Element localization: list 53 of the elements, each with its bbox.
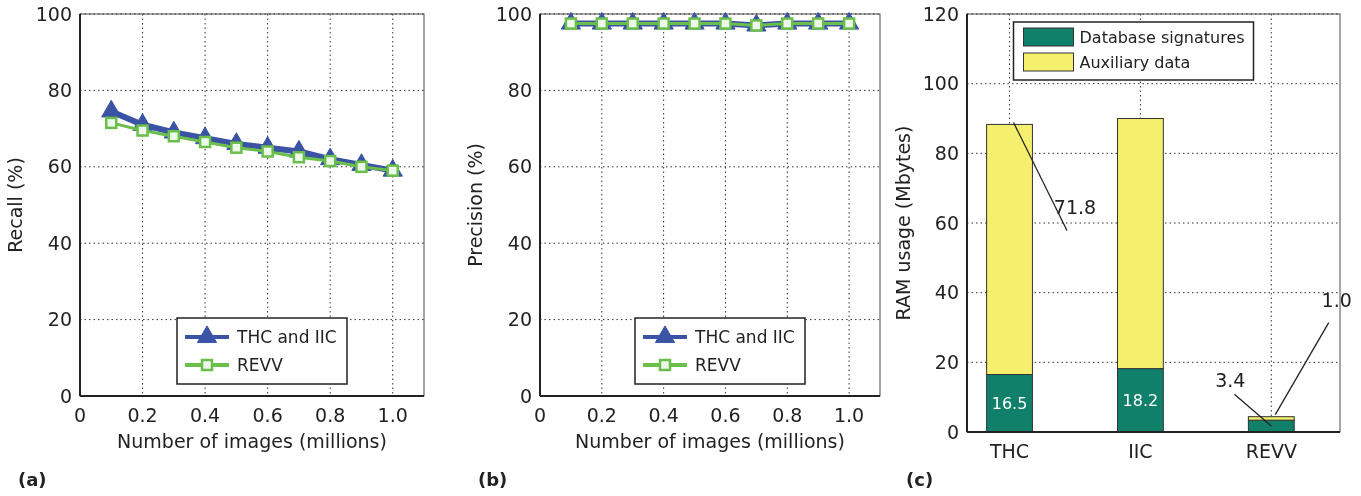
text: (b)	[478, 469, 508, 490]
legend-label: REVV	[237, 354, 284, 375]
y-tick-label: 40	[934, 281, 959, 304]
y-tick-label: 60	[507, 155, 532, 178]
x-tick-label: 1.0	[833, 404, 865, 426]
y-tick-label: 60	[47, 155, 72, 178]
y-tick-label: 0	[946, 420, 959, 443]
y-tick-label: 80	[507, 79, 532, 102]
y-tick-label: 0	[59, 384, 72, 407]
x-tick-label: 0.8	[772, 404, 803, 426]
legend-label: THC and IIC	[236, 326, 337, 347]
text: (c)	[906, 469, 934, 490]
x-axis-title: Number of images (millions)	[117, 430, 387, 452]
x-tick-label: 0.4	[189, 404, 221, 426]
y-tick-label: 80	[934, 141, 959, 164]
text: (a)	[18, 469, 47, 490]
data-label: 1.0	[1321, 288, 1352, 311]
y-tick-label: 40	[47, 231, 72, 254]
y-tick-label: 80	[47, 79, 72, 102]
x-tick-label: 0.6	[252, 404, 283, 426]
y-tick-label: 0	[519, 384, 532, 407]
data-label: 3.4	[1215, 368, 1246, 391]
data-label: 18.2	[1122, 390, 1159, 410]
data-label: 71.8	[1053, 196, 1097, 219]
y-tick-label: 120	[922, 2, 959, 25]
legend-label: THC and IIC	[694, 326, 795, 347]
y-tick-label: 60	[934, 211, 959, 234]
legend-label: Auxiliary data	[1079, 52, 1191, 72]
x-tick-label: 0	[533, 404, 547, 426]
y-tick-label: 100	[922, 72, 959, 95]
x-axis-title: Number of images (millions)	[575, 430, 845, 452]
y-tick-label: 20	[507, 308, 532, 331]
x-tick-label: 0.6	[710, 404, 741, 426]
x-tick-label: THC	[988, 440, 1030, 462]
y-axis-title: Precision (%)	[464, 143, 486, 267]
x-tick-label: 0.2	[127, 404, 158, 426]
x-tick-label: 0.2	[586, 404, 617, 426]
x-tick-label: 0.8	[315, 404, 346, 426]
legend-label: Database signatures	[1079, 27, 1245, 47]
y-tick-label: 100	[495, 2, 532, 25]
y-tick-label: 20	[934, 350, 959, 373]
x-tick-label: REVV	[1245, 440, 1297, 462]
x-tick-label: 0.4	[648, 404, 679, 426]
x-tick-label: 1.0	[377, 404, 408, 426]
x-tick-label: 0	[73, 404, 87, 426]
y-tick-label: 100	[35, 2, 72, 25]
data-label: 16.5	[991, 393, 1028, 413]
legend-label: REVV	[695, 354, 742, 375]
x-tick-label: IIC	[1128, 440, 1153, 462]
y-tick-label: 20	[47, 308, 72, 331]
y-tick-label: 40	[507, 231, 532, 254]
y-axis-title: RAM usage (Mbytes)	[892, 125, 914, 321]
y-axis-title: Recall (%)	[4, 157, 26, 253]
